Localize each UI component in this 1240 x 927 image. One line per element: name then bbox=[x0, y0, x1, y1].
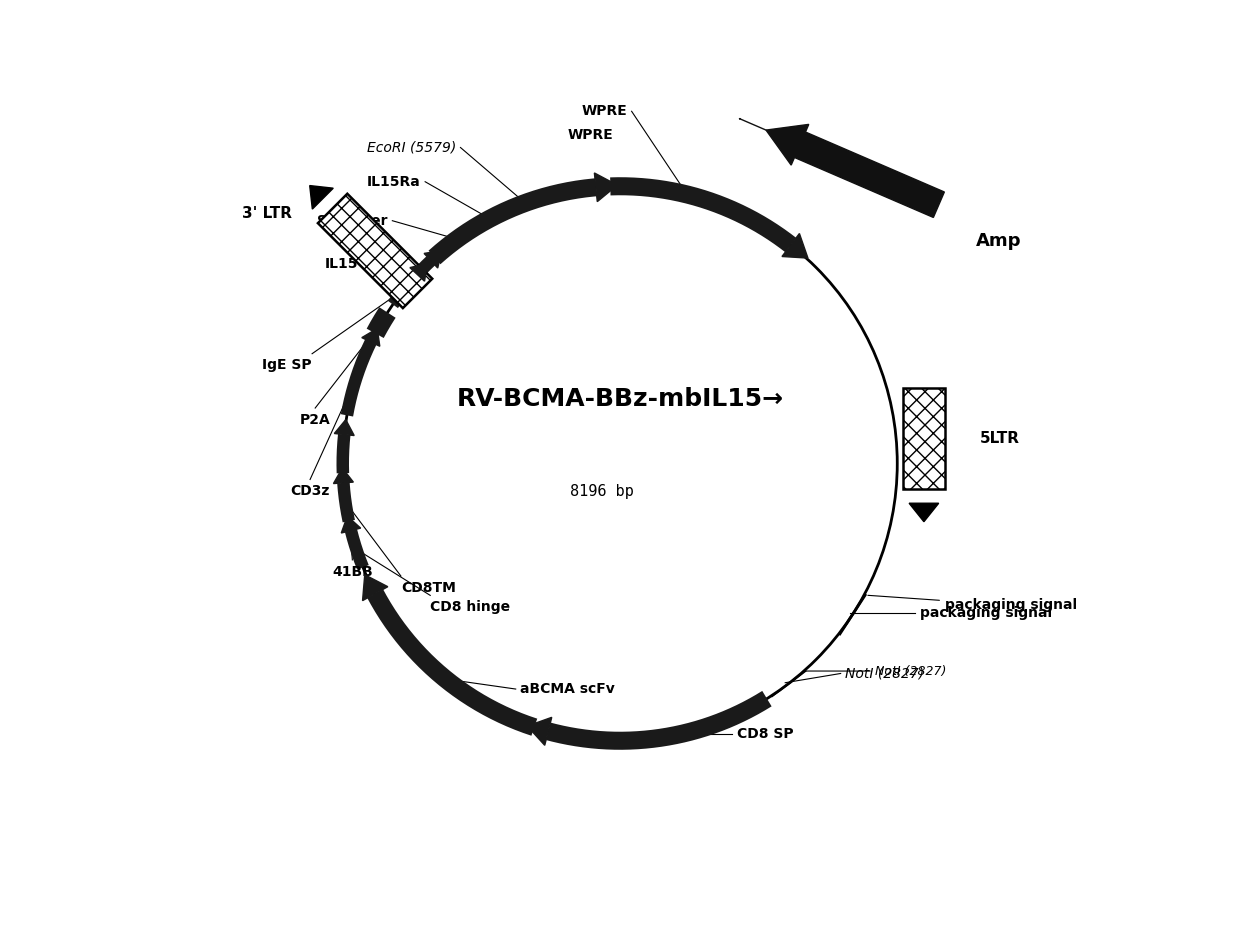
Text: SG linker: SG linker bbox=[317, 214, 388, 228]
Text: 8196 bp: 8196 bp bbox=[569, 484, 634, 499]
Polygon shape bbox=[909, 503, 939, 522]
Polygon shape bbox=[341, 516, 361, 533]
Text: CD8TM: CD8TM bbox=[401, 580, 456, 594]
Polygon shape bbox=[410, 263, 428, 281]
Text: 5LTR: 5LTR bbox=[980, 431, 1019, 446]
Text: IL15: IL15 bbox=[325, 257, 358, 271]
Text: EcoRI (5579): EcoRI (5579) bbox=[367, 141, 456, 155]
Polygon shape bbox=[335, 420, 355, 436]
Polygon shape bbox=[317, 194, 433, 308]
Text: NotI (2827): NotI (2827) bbox=[874, 665, 946, 678]
Text: CD3z: CD3z bbox=[290, 484, 330, 498]
Text: CD8 SP: CD8 SP bbox=[737, 727, 794, 741]
Text: packaging signal: packaging signal bbox=[920, 606, 1052, 620]
Polygon shape bbox=[594, 173, 618, 202]
Text: WPRE: WPRE bbox=[568, 128, 614, 142]
Polygon shape bbox=[334, 468, 353, 484]
Polygon shape bbox=[527, 717, 552, 745]
Text: CD8 hinge: CD8 hinge bbox=[430, 600, 511, 614]
Polygon shape bbox=[424, 250, 441, 268]
Text: aBCMA scFv: aBCMA scFv bbox=[521, 682, 615, 696]
Polygon shape bbox=[362, 328, 379, 347]
Polygon shape bbox=[310, 185, 334, 210]
FancyArrow shape bbox=[766, 124, 945, 218]
Polygon shape bbox=[903, 387, 945, 489]
Text: IgE SP: IgE SP bbox=[263, 359, 312, 373]
Text: IL15Ra: IL15Ra bbox=[367, 174, 420, 189]
Text: P2A: P2A bbox=[300, 413, 331, 426]
Text: packaging signal: packaging signal bbox=[868, 595, 1078, 612]
Polygon shape bbox=[362, 575, 388, 601]
Text: Amp: Amp bbox=[976, 233, 1022, 250]
Text: 3' LTR: 3' LTR bbox=[242, 207, 291, 222]
Text: NotI (2827): NotI (2827) bbox=[846, 667, 924, 680]
Text: RV-BCMA-BBz-mbIL15→: RV-BCMA-BBz-mbIL15→ bbox=[456, 387, 784, 411]
Text: 41BB: 41BB bbox=[332, 565, 373, 578]
Polygon shape bbox=[782, 234, 808, 258]
Text: WPRE: WPRE bbox=[582, 105, 627, 119]
